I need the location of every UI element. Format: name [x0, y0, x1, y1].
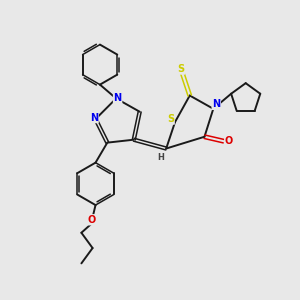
Text: S: S: [167, 114, 174, 124]
Text: N: N: [90, 112, 98, 123]
Text: N: N: [113, 94, 122, 103]
Text: S: S: [177, 64, 184, 74]
Text: H: H: [157, 153, 164, 162]
Text: O: O: [225, 136, 233, 146]
Text: O: O: [88, 215, 96, 225]
Text: N: N: [212, 99, 220, 110]
